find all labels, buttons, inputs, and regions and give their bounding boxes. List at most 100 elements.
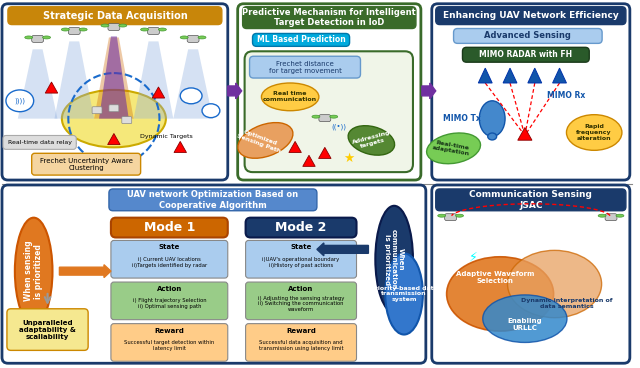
- Ellipse shape: [198, 36, 206, 39]
- Polygon shape: [528, 68, 541, 83]
- Text: Predictive Mechanism for Intelligent
Target Detection in IoD: Predictive Mechanism for Intelligent Tar…: [242, 8, 415, 27]
- Text: Adaptive Waveform
Selection: Adaptive Waveform Selection: [456, 270, 534, 284]
- Text: ★: ★: [343, 152, 354, 165]
- FancyBboxPatch shape: [92, 107, 102, 114]
- Ellipse shape: [483, 295, 567, 343]
- Polygon shape: [134, 41, 173, 118]
- Text: MIMO RADAR with FH: MIMO RADAR with FH: [479, 50, 572, 59]
- Ellipse shape: [79, 28, 87, 31]
- FancyBboxPatch shape: [436, 189, 626, 211]
- Text: When
communication
is prioritized: When communication is prioritized: [384, 229, 404, 290]
- Text: Addressing
targets: Addressing targets: [352, 130, 393, 151]
- FancyBboxPatch shape: [237, 4, 421, 180]
- FancyBboxPatch shape: [2, 185, 426, 363]
- FancyBboxPatch shape: [246, 323, 356, 361]
- Polygon shape: [518, 128, 532, 140]
- FancyBboxPatch shape: [3, 135, 76, 149]
- FancyArrow shape: [317, 243, 369, 256]
- Text: Frechet distance
for target movement: Frechet distance for target movement: [269, 61, 342, 74]
- Text: Successful target detection within
latency limit: Successful target detection within laten…: [124, 340, 214, 351]
- FancyBboxPatch shape: [111, 323, 228, 361]
- Ellipse shape: [427, 133, 481, 164]
- Text: )))): )))): [14, 98, 26, 104]
- FancyBboxPatch shape: [111, 240, 228, 278]
- FancyArrow shape: [60, 265, 111, 277]
- Ellipse shape: [43, 36, 51, 39]
- FancyBboxPatch shape: [32, 35, 44, 42]
- Polygon shape: [289, 141, 301, 152]
- FancyBboxPatch shape: [436, 7, 626, 25]
- Text: ML Based Prediction: ML Based Prediction: [257, 35, 346, 45]
- Text: Mode 1: Mode 1: [143, 221, 195, 234]
- Ellipse shape: [141, 28, 148, 31]
- Ellipse shape: [202, 104, 220, 118]
- FancyBboxPatch shape: [246, 240, 356, 278]
- Polygon shape: [99, 36, 129, 118]
- Text: Real time
communication: Real time communication: [263, 92, 317, 102]
- Text: Frechet Uncertainty Aware
Clustering: Frechet Uncertainty Aware Clustering: [40, 158, 132, 171]
- FancyBboxPatch shape: [2, 4, 228, 180]
- Text: UAV network Optimization Based on
Cooperative Algorithm: UAV network Optimization Based on Cooper…: [127, 190, 298, 209]
- Polygon shape: [503, 68, 517, 83]
- Ellipse shape: [180, 36, 188, 39]
- FancyBboxPatch shape: [187, 35, 199, 42]
- Polygon shape: [94, 38, 134, 118]
- Ellipse shape: [25, 36, 33, 39]
- Text: Strategic Data Acquisition: Strategic Data Acquisition: [42, 11, 188, 21]
- Ellipse shape: [15, 217, 52, 325]
- Polygon shape: [303, 155, 316, 166]
- Text: i)UAV's operational boundary
ii)History of past actions: i)UAV's operational boundary ii)History …: [262, 257, 340, 268]
- Ellipse shape: [62, 90, 166, 147]
- Text: Dynamic interpretation of
data semantics: Dynamic interpretation of data semantics: [521, 298, 612, 309]
- Ellipse shape: [566, 115, 622, 151]
- Text: i) Adjusting the sensing strategy
ii) Switching the communication
waveform: i) Adjusting the sensing strategy ii) Sw…: [258, 296, 344, 312]
- Text: Enabling
URLLC: Enabling URLLC: [508, 318, 542, 331]
- FancyBboxPatch shape: [432, 185, 630, 363]
- Text: i) Current UAV locations
ii)Targets identified by radar: i) Current UAV locations ii)Targets iden…: [132, 257, 207, 268]
- Ellipse shape: [330, 115, 338, 118]
- FancyBboxPatch shape: [109, 189, 317, 211]
- Text: Reward: Reward: [154, 328, 184, 333]
- FancyBboxPatch shape: [111, 282, 228, 320]
- Ellipse shape: [447, 257, 554, 331]
- Ellipse shape: [616, 214, 624, 217]
- Ellipse shape: [159, 28, 166, 31]
- Polygon shape: [108, 134, 120, 145]
- FancyBboxPatch shape: [250, 56, 360, 78]
- Ellipse shape: [61, 28, 69, 31]
- Text: Mode 2: Mode 2: [275, 221, 327, 234]
- FancyBboxPatch shape: [32, 153, 141, 175]
- Text: Enhancing UAV Network Efficiency: Enhancing UAV Network Efficiency: [443, 11, 619, 20]
- FancyBboxPatch shape: [605, 214, 617, 221]
- Polygon shape: [18, 49, 58, 118]
- FancyBboxPatch shape: [246, 217, 356, 237]
- FancyBboxPatch shape: [463, 47, 589, 62]
- Polygon shape: [152, 87, 164, 98]
- FancyBboxPatch shape: [108, 24, 120, 31]
- FancyBboxPatch shape: [68, 28, 80, 35]
- Polygon shape: [174, 141, 186, 152]
- Text: i) Flight trajectory Selection
ii) Optimal sensing path: i) Flight trajectory Selection ii) Optim…: [132, 298, 206, 309]
- Text: Action: Action: [157, 286, 182, 292]
- Ellipse shape: [438, 214, 445, 217]
- Text: MIMO Rx: MIMO Rx: [547, 91, 586, 100]
- Polygon shape: [552, 68, 566, 83]
- FancyBboxPatch shape: [253, 33, 349, 46]
- Text: MIMO Tx: MIMO Tx: [443, 114, 481, 123]
- Text: Real-time
adaptation: Real-time adaptation: [432, 140, 471, 157]
- Text: State: State: [159, 244, 180, 250]
- FancyBboxPatch shape: [109, 105, 119, 112]
- FancyBboxPatch shape: [432, 4, 630, 180]
- FancyArrow shape: [228, 83, 242, 99]
- Ellipse shape: [262, 83, 319, 111]
- Text: State: State: [291, 244, 312, 250]
- FancyBboxPatch shape: [445, 214, 456, 221]
- Ellipse shape: [348, 126, 395, 155]
- Ellipse shape: [6, 90, 34, 112]
- FancyBboxPatch shape: [7, 309, 88, 350]
- Polygon shape: [45, 82, 58, 93]
- Text: Real-time data relay: Real-time data relay: [8, 141, 72, 145]
- Text: Optimized
Sensing Path: Optimized Sensing Path: [236, 127, 283, 153]
- Text: Communication Sensing
JSAC: Communication Sensing JSAC: [469, 190, 592, 209]
- Ellipse shape: [508, 250, 602, 318]
